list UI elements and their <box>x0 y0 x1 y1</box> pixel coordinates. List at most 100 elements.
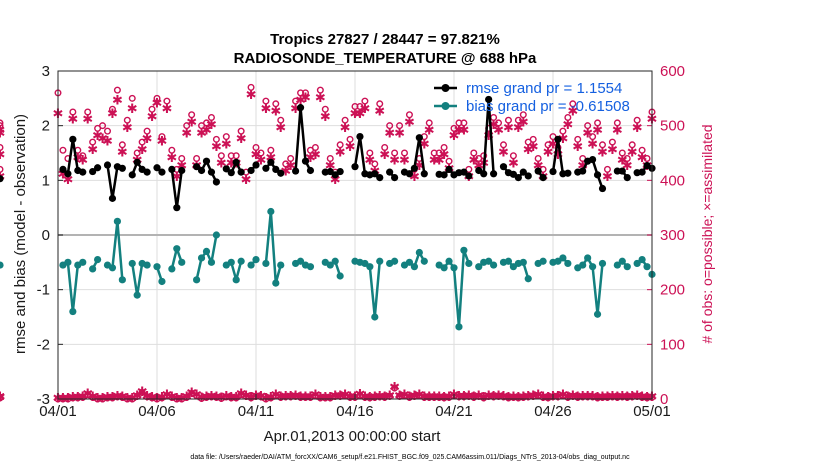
bottom-obs-assimilated-point: ✱ <box>528 389 539 404</box>
obs-assimilated-point: ✱ <box>414 159 425 174</box>
obs-assimilated-point: ✱ <box>419 137 430 152</box>
obs-assimilated-point: ✱ <box>166 151 177 166</box>
obs-possible-point <box>232 152 240 160</box>
obs-possible-point <box>341 116 349 124</box>
obs-assimilated-point: ✱ <box>142 132 153 147</box>
rmse-point <box>0 175 4 183</box>
obs-possible-point <box>262 97 270 105</box>
bottom-obs-assimilated-point: ✱ <box>359 390 370 405</box>
obs-possible-point <box>69 108 77 116</box>
obs-assimilated-point: ✱ <box>409 170 420 185</box>
bias-segment-12 <box>354 260 381 319</box>
obs-assimilated-point: ✱ <box>275 121 286 136</box>
obs-assimilated-point: ✱ <box>241 173 252 188</box>
obs-possible-point <box>321 105 329 113</box>
bias-point <box>128 259 136 268</box>
rmse-point <box>103 161 112 169</box>
bias-point <box>445 257 453 265</box>
bias-point <box>118 276 126 284</box>
obs-assimilated-point: ✱ <box>597 146 608 161</box>
bottom-obs-assimilated-point: ✱ <box>142 389 153 404</box>
rmse-point <box>296 104 305 112</box>
obs-assimilated-point: ✱ <box>424 124 435 139</box>
obs-assimilated-point: ✱ <box>325 159 336 174</box>
rmse-point <box>207 168 216 176</box>
obs-assimilated-point: ✱ <box>513 121 524 136</box>
obs-assimilated-point: ✱ <box>340 121 351 136</box>
obs-possible-point <box>222 133 230 141</box>
bottom-obs-assimilated-point: ✱ <box>87 390 98 405</box>
obs-assimilated-point: ✱ <box>77 154 88 169</box>
bottom-obs-assimilated-point: ✱ <box>557 388 568 403</box>
rmse-point <box>539 174 547 182</box>
bias-point <box>371 313 379 321</box>
x-tick-label-3: 04/16 <box>336 403 374 420</box>
bottom-obs-assimilated-point: ✱ <box>166 390 177 405</box>
obs-assimilated-point: ✱ <box>201 124 212 139</box>
obs-assimilated-point: ✱ <box>181 126 192 141</box>
bottom-obs-assimilated-point: ✱ <box>374 389 385 404</box>
bottom-obs-assimilated-point: ✱ <box>369 390 380 405</box>
bottom-obs-assimilated-point: ✱ <box>305 390 316 405</box>
bottom-obs-assimilated-point: ✱ <box>255 389 266 404</box>
obs-assimilated-point: ✱ <box>186 115 197 130</box>
obs-possible-point <box>202 119 210 127</box>
bottom-obs-assimilated-point: ✱ <box>627 389 638 404</box>
bottom-obs-assimilated-point: ✱ <box>384 389 395 404</box>
bias-point <box>232 276 240 284</box>
rmse-point <box>336 167 344 176</box>
bottom-obs-possible-point <box>391 384 399 392</box>
bottom-obs-assimilated-point: ✱ <box>231 390 242 405</box>
bottom-obs-assimilated-point: ✱ <box>478 390 489 405</box>
obs-possible-point <box>405 111 413 119</box>
obs-assimilated-point: ✱ <box>350 107 361 122</box>
rmse-point <box>554 135 562 143</box>
obs-assimilated-point: ✱ <box>236 132 247 147</box>
bias-point <box>524 275 532 283</box>
obs-possible-point <box>509 152 517 160</box>
obs-assimilated-point: ✱ <box>453 124 464 139</box>
bottom-obs-assimilated-point: ✱ <box>117 390 128 405</box>
bias-point <box>643 263 651 271</box>
obs-possible-point <box>391 149 399 157</box>
obs-assimilated-point: ✱ <box>295 94 306 109</box>
bottom-obs-assimilated-point: ✱ <box>354 388 365 403</box>
bottom-obs-assimilated-point: ✱ <box>191 388 202 403</box>
obs-assimilated-point: ✱ <box>458 124 469 139</box>
obs-assimilated-point: ✱ <box>226 156 237 171</box>
obs-possible-point <box>336 141 344 149</box>
obs-assimilated-point: ✱ <box>290 102 301 117</box>
bias-point <box>173 245 181 253</box>
rmse-point <box>277 169 285 177</box>
obs-assimilated-point: ✱ <box>196 126 207 141</box>
bottom-obs-assimilated-point: ✱ <box>493 389 504 404</box>
bias-point <box>539 257 547 265</box>
obs-assimilated-point: ✱ <box>0 148 5 163</box>
y-left-tick-label-2: -1 <box>37 282 50 299</box>
bias-point <box>296 257 305 265</box>
rmse-point <box>108 194 117 202</box>
obs-assimilated-point: ✱ <box>518 115 529 130</box>
obs-possible-point <box>450 124 458 132</box>
obs-possible-point <box>376 100 384 108</box>
obs-assimilated-point: ✱ <box>364 154 375 169</box>
legend[interactable]: rmse grand pr = 1.1554 bias grand pr = -… <box>434 80 630 115</box>
bottom-obs-assimilated-point: ✱ <box>181 390 192 405</box>
obs-possible-point <box>252 144 260 152</box>
rmse-point <box>193 163 201 171</box>
bias-point <box>450 264 458 272</box>
obs-assimilated-point: ✱ <box>305 151 316 166</box>
obs-assimilated-point: ✱ <box>255 154 266 169</box>
bottom-obs-assimilated-point: ✱ <box>226 390 237 405</box>
bottom-obs-assimilated-point: ✱ <box>107 390 118 405</box>
obs-assimilated-point: ✱ <box>399 154 410 169</box>
obs-assimilated-point: ✱ <box>548 137 559 152</box>
bias-point <box>133 291 141 299</box>
line-series <box>0 95 656 331</box>
obs-possible-point <box>618 149 626 157</box>
bottom-obs-assimilated-point: ✱ <box>434 390 445 405</box>
bottom-obs-assimilated-point: ✱ <box>201 390 212 405</box>
bottom-obs-assimilated-point: ✱ <box>147 390 158 405</box>
obs-possible-point <box>59 146 67 154</box>
bottom-obs-assimilated-point: ✱ <box>632 389 643 404</box>
